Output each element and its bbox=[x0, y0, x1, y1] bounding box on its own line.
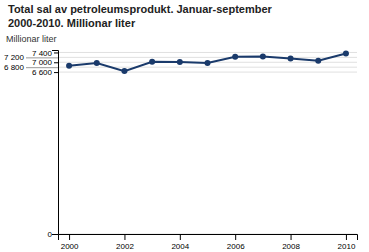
y-axis-label: Millionar liter bbox=[6, 34, 57, 44]
grid bbox=[58, 52, 357, 234]
point bbox=[288, 56, 294, 62]
y-tick: 7 400 bbox=[32, 49, 58, 58]
title: Total sal av petroleumsprodukt. Januar-s… bbox=[8, 3, 273, 15]
y-tick: 0 bbox=[48, 230, 58, 239]
x-tick-mark bbox=[180, 234, 181, 240]
point bbox=[260, 53, 266, 59]
marks bbox=[66, 50, 349, 74]
y-tick-label: 7 200 bbox=[4, 53, 25, 62]
x-tick: 2008 bbox=[282, 234, 300, 251]
point bbox=[149, 59, 155, 65]
x-tick-mark bbox=[291, 234, 292, 240]
chart-container: Total sal av petroleumsprodukt. Januar-s… bbox=[0, 0, 369, 252]
x-tick-label: 2002 bbox=[116, 242, 134, 251]
y-tick: 7 000 bbox=[32, 58, 58, 67]
y-tick-label: 6 800 bbox=[4, 63, 25, 72]
line bbox=[69, 53, 346, 71]
point bbox=[205, 60, 211, 66]
y-axis: 0 6 600 6 800 7 000 7 200 7 400 bbox=[4, 49, 59, 240]
y-tick-mark bbox=[54, 234, 58, 235]
x-tick: 2004 bbox=[171, 234, 189, 251]
x-tick: 2006 bbox=[227, 234, 245, 251]
x-tick-mark bbox=[69, 234, 70, 240]
y-axis-line bbox=[52, 51, 59, 235]
y-tick-mark bbox=[54, 72, 58, 73]
y-tick-label: 7 400 bbox=[32, 49, 53, 58]
y-tick-label: 0 bbox=[48, 230, 53, 239]
point bbox=[232, 54, 238, 60]
x-tick: 2000 bbox=[61, 234, 79, 251]
point bbox=[66, 63, 72, 69]
y-tick: 6 600 bbox=[32, 68, 58, 77]
x-tick-label: 2006 bbox=[227, 242, 245, 251]
x-tick: 2010 bbox=[338, 234, 356, 251]
grid-line bbox=[58, 57, 357, 58]
chart-svg: Total sal av petroleumsprodukt. Januar-s… bbox=[0, 0, 369, 252]
point bbox=[177, 59, 183, 65]
point bbox=[343, 50, 349, 56]
y-tick-label: 6 600 bbox=[32, 68, 53, 77]
y-tick-mark bbox=[54, 62, 58, 63]
point bbox=[94, 60, 100, 66]
point bbox=[121, 68, 127, 74]
grid-line bbox=[58, 52, 357, 53]
x-tick-mark bbox=[235, 234, 236, 240]
x-tick-mark bbox=[346, 234, 347, 240]
x-tick-label: 2010 bbox=[338, 242, 356, 251]
subtitle: 2000-2010. Millionar liter bbox=[8, 17, 136, 29]
x-axis-line bbox=[59, 235, 358, 241]
x-tick-label: 2004 bbox=[171, 242, 189, 251]
point bbox=[315, 58, 321, 64]
grid-line bbox=[58, 72, 357, 73]
grid-line bbox=[58, 67, 357, 68]
x-tick: 2002 bbox=[116, 234, 134, 251]
x-tick-label: 2008 bbox=[282, 242, 300, 251]
y-tick-mark bbox=[54, 52, 58, 53]
x-tick-label: 2000 bbox=[61, 242, 79, 251]
x-tick-mark bbox=[124, 234, 125, 240]
y-tick-label: 7 000 bbox=[32, 58, 53, 67]
plot-area: 2000 2002 2004 2006 2008 2010 0 6 600 6 800 7 000… bbox=[4, 49, 358, 251]
x-axis: 2000 2002 2004 2006 2008 2010 bbox=[59, 234, 358, 251]
